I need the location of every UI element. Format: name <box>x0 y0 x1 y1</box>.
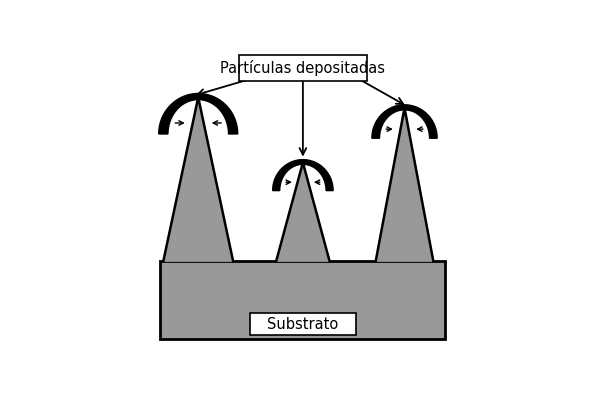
Polygon shape <box>376 108 433 261</box>
Polygon shape <box>272 160 333 191</box>
Bar <box>160 261 446 338</box>
Polygon shape <box>276 163 330 261</box>
FancyBboxPatch shape <box>239 55 366 81</box>
Text: Partículas depositadas: Partículas depositadas <box>220 60 385 76</box>
Polygon shape <box>372 105 437 138</box>
Text: Substrato: Substrato <box>267 317 339 332</box>
Polygon shape <box>163 97 233 261</box>
Polygon shape <box>159 93 238 134</box>
FancyBboxPatch shape <box>250 313 356 336</box>
